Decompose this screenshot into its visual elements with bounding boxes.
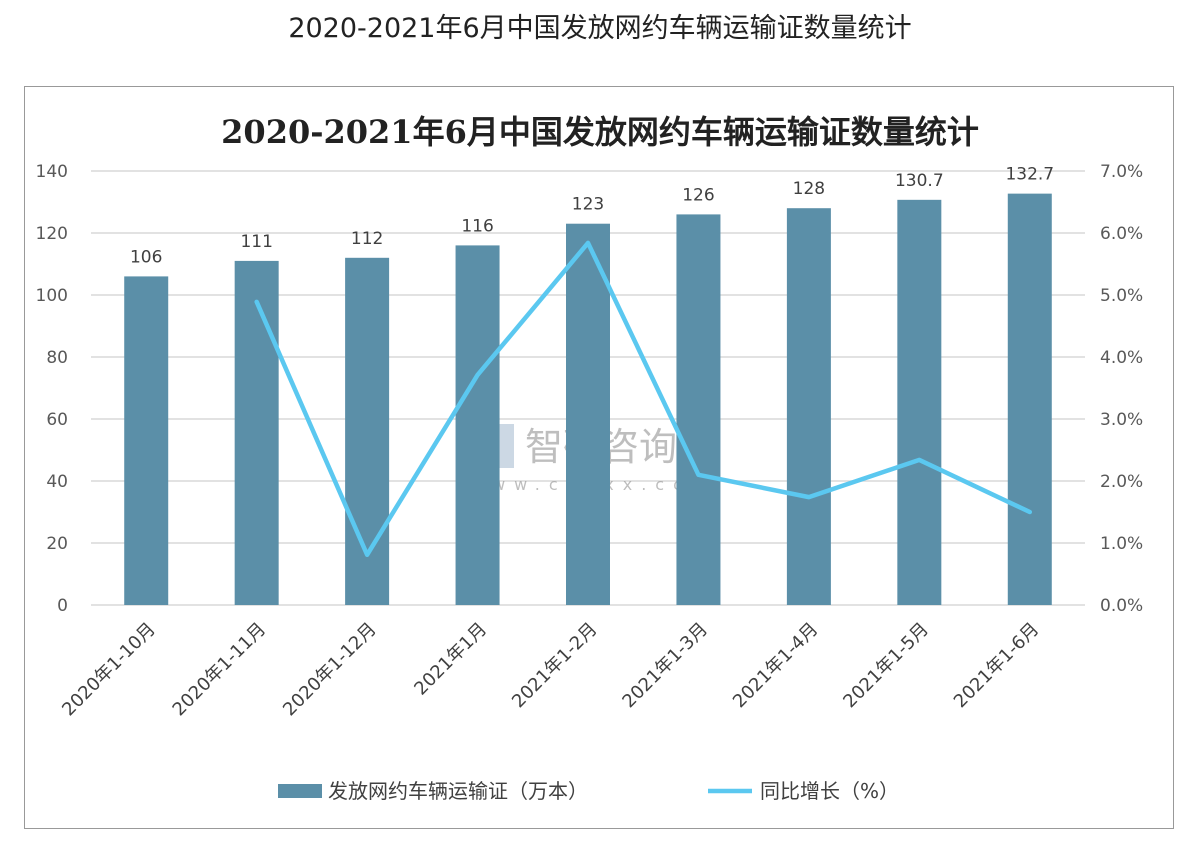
bar: [345, 257, 390, 605]
x-tick-label: 2020年1-10月: [58, 619, 160, 721]
bar: [676, 214, 721, 605]
bar-data-label: 112: [351, 229, 383, 249]
x-tick-label: 2021年1-4月: [729, 619, 822, 712]
y-right-tick-label: 3.0%: [1100, 410, 1143, 430]
chart-frame: [24, 86, 1174, 829]
page-title: 2020-2021年6月中国发放网约车辆运输证数量统计: [288, 13, 912, 44]
y-left-tick-label: 40: [46, 472, 68, 492]
y-right-tick-label: 6.0%: [1100, 224, 1143, 244]
y-right-tick-label: 4.0%: [1100, 348, 1143, 368]
x-tick-label: 2020年1-11月: [169, 619, 271, 721]
bar: [455, 245, 500, 605]
bar-data-label: 128: [793, 179, 825, 199]
y-right-tick-label: 0.0%: [1100, 596, 1143, 616]
y-left-tick-label: 20: [46, 534, 68, 554]
legend-bar-swatch: [278, 784, 322, 798]
bar: [234, 260, 279, 605]
y-left-tick-label: 0: [57, 596, 68, 616]
chart-title: 2020-2021年6月中国发放网约车辆运输证数量统计: [221, 113, 979, 151]
bar-data-label: 106: [130, 247, 162, 267]
legend-line-label: 同比增长（%）: [760, 779, 899, 803]
bar: [1007, 193, 1052, 605]
bar-data-label: 132.7: [1005, 165, 1054, 185]
y-right-tick-label: 1.0%: [1100, 534, 1143, 554]
x-tick-label: 2021年1-3月: [618, 619, 711, 712]
bar: [566, 223, 610, 605]
x-tick-label: 2021年1-5月: [839, 619, 932, 712]
y-right-tick-label: 5.0%: [1100, 286, 1143, 306]
bar-data-label: 126: [682, 185, 714, 205]
bar-data-label: 116: [461, 216, 493, 236]
y-left-tick-label: 80: [46, 348, 68, 368]
x-tick-label: 2021年1-2月: [508, 619, 601, 712]
bar: [124, 276, 169, 605]
x-tick-label: 2020年1-12月: [279, 619, 381, 721]
x-tick-label: 2021年1月: [410, 619, 491, 700]
x-tick-label: 2021年1-6月: [950, 619, 1043, 712]
bar-data-label: 123: [572, 195, 604, 215]
bar: [786, 208, 831, 605]
y-right-tick-label: 7.0%: [1100, 162, 1143, 182]
legend-bar-label: 发放网约车辆运输证（万本）: [328, 779, 588, 803]
y-left-tick-label: 120: [36, 224, 68, 244]
y-left-tick-label: 140: [36, 162, 68, 182]
bar-data-label: 130.7: [895, 171, 944, 191]
bar-data-label: 111: [240, 232, 272, 252]
y-left-tick-label: 60: [46, 410, 68, 430]
y-left-tick-label: 100: [36, 286, 68, 306]
growth-line: [254, 240, 1033, 558]
bar: [897, 199, 942, 605]
y-right-tick-label: 2.0%: [1100, 472, 1143, 492]
